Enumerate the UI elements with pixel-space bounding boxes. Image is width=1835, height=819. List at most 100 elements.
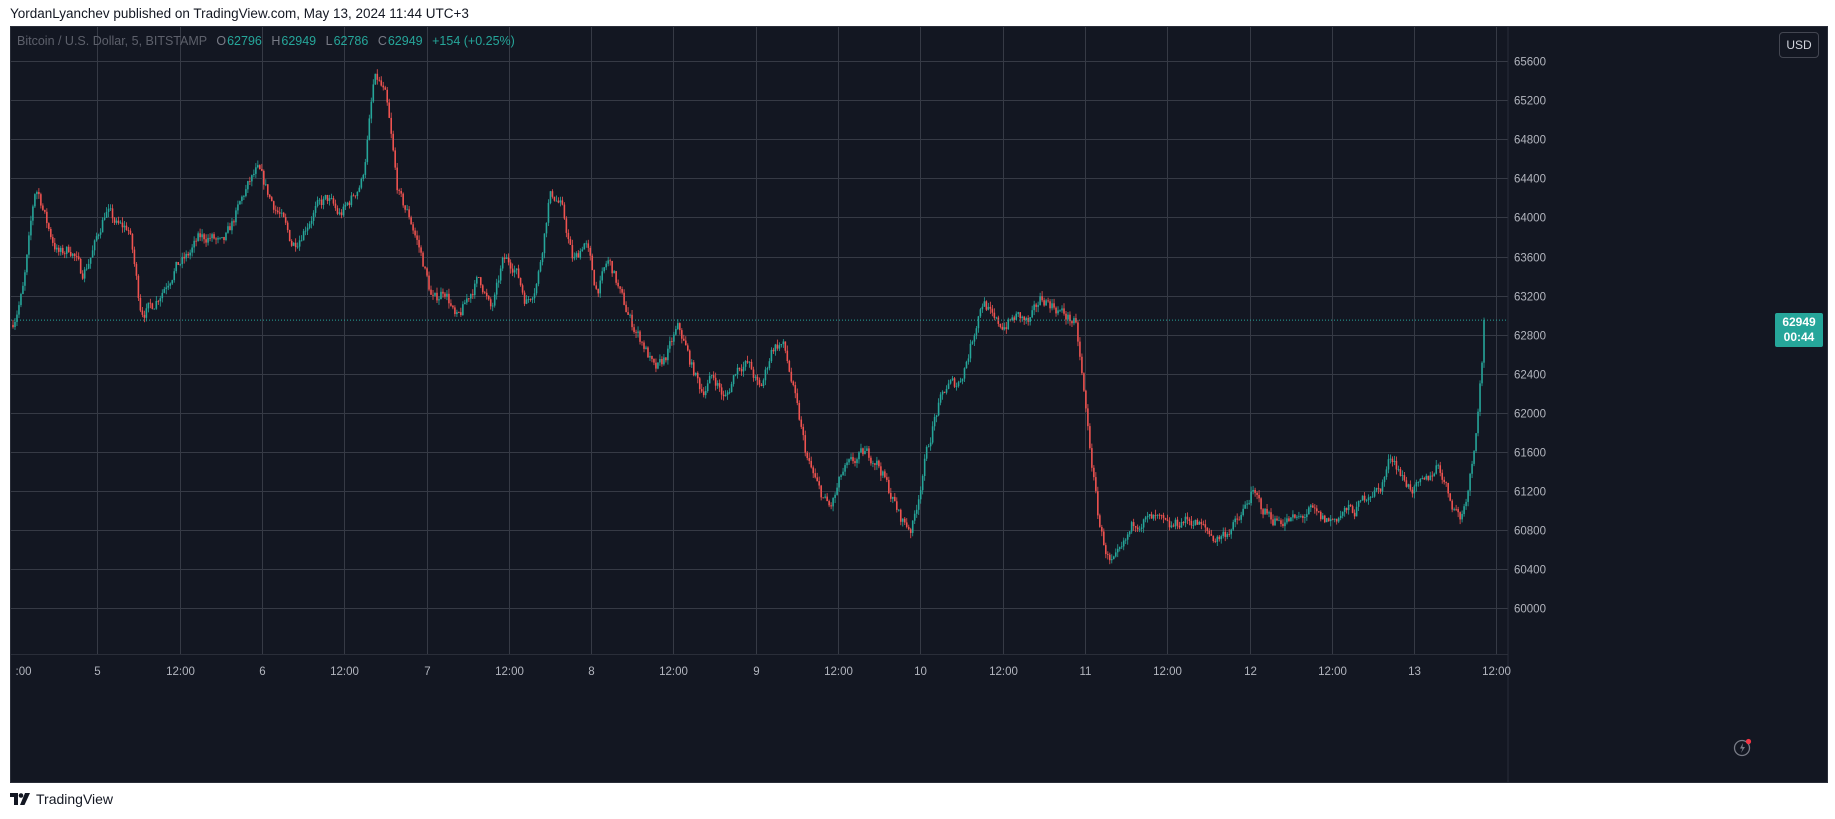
candle-body <box>896 501 898 510</box>
candle-body <box>611 261 613 274</box>
candle-body <box>91 250 94 258</box>
candle-body <box>330 198 333 199</box>
candle-body <box>195 240 197 242</box>
candle-body <box>1391 458 1394 462</box>
candle-body <box>858 452 860 460</box>
candle-body <box>1160 514 1163 516</box>
candle-body <box>1395 460 1398 470</box>
candle-body <box>1230 529 1233 535</box>
candle-body <box>890 492 892 499</box>
candle-body <box>531 298 534 300</box>
candle-body <box>48 223 50 229</box>
candle-body <box>203 234 205 240</box>
candle-body <box>370 101 373 119</box>
candle-body <box>613 271 615 274</box>
chart-panel[interactable]: 60000 60400 60800 61200 61600 62000 62400 62800… <box>10 26 1828 783</box>
candle-body <box>1238 519 1240 521</box>
candle-body <box>969 343 972 359</box>
x-tick-label: 12:00 <box>330 666 359 678</box>
candle-body <box>219 237 221 239</box>
candle-body <box>1134 526 1137 528</box>
candle-body <box>1053 303 1055 308</box>
candle-body <box>700 389 703 392</box>
candle-body <box>211 234 213 239</box>
candle-body <box>553 196 556 201</box>
candle-body <box>1110 559 1113 561</box>
candle-body <box>61 247 64 254</box>
candle-body <box>870 457 872 464</box>
candle-body <box>549 191 552 203</box>
candle-body <box>1051 303 1053 309</box>
x-tick-label: 7 <box>424 666 430 678</box>
x-tick-label: 13 <box>1408 666 1421 678</box>
candle-body <box>822 497 824 499</box>
candle-body <box>247 181 249 190</box>
candle-body <box>1477 411 1479 434</box>
candle-body <box>812 467 814 474</box>
candle-body <box>603 267 605 272</box>
symbol-title[interactable]: Bitcoin / U.S. Dollar, 5, BITSTAMP <box>17 34 207 48</box>
last-price-value: 62949 <box>1782 315 1816 329</box>
candle-body <box>450 303 452 306</box>
x-tick-label: 12:00 <box>166 666 195 678</box>
candle-body <box>300 240 303 242</box>
candle-body <box>175 262 178 272</box>
candle-body <box>816 477 818 482</box>
candle-body <box>284 217 287 223</box>
candle-body <box>639 331 641 342</box>
candle-body <box>1097 491 1099 516</box>
candle-body <box>860 448 862 453</box>
candle-body <box>1377 487 1380 489</box>
candle-body <box>1105 545 1107 555</box>
candle-body <box>607 260 609 264</box>
candle-body <box>32 206 34 221</box>
candle-body <box>1363 495 1366 501</box>
candle-body <box>364 162 367 175</box>
candle-body <box>328 198 331 201</box>
candle-body <box>42 205 44 210</box>
candle-body <box>710 375 713 376</box>
candle-body <box>332 198 335 204</box>
candle-body <box>1017 312 1020 314</box>
x-tick-label: 12:00 <box>1153 666 1182 678</box>
candle-body <box>782 341 785 344</box>
candle-body <box>253 173 255 175</box>
candle-body <box>633 327 635 332</box>
candle-body <box>1415 482 1418 487</box>
candle-body <box>366 139 369 163</box>
candle-body <box>1244 504 1246 509</box>
candle-body <box>1021 316 1023 319</box>
candle-body <box>97 234 100 237</box>
candle-body <box>1095 477 1097 492</box>
flash-icon[interactable] <box>1733 737 1753 757</box>
candle-body <box>862 448 864 455</box>
candle-body <box>698 378 701 390</box>
candle-body <box>1250 491 1252 503</box>
candle-body <box>1232 522 1234 530</box>
candle-body <box>943 391 946 393</box>
candle-body <box>975 328 978 336</box>
candle-body <box>147 302 150 309</box>
candle-body <box>1284 522 1286 527</box>
candle-body <box>173 271 176 281</box>
candle-body <box>527 299 530 300</box>
candle-body <box>1419 479 1422 483</box>
tradingview-branding[interactable]: TradingView <box>10 791 113 807</box>
candle-body <box>376 73 379 80</box>
candle-body <box>766 368 769 370</box>
candlestick-chart[interactable]: 60000 60400 60800 61200 61600 62000 62400 62800… <box>11 27 1828 783</box>
candle-body <box>448 293 450 304</box>
candle-body <box>324 195 327 199</box>
x-tick-label: 12:00 <box>1482 666 1511 678</box>
candle-body <box>217 238 219 240</box>
candle-body <box>1210 534 1213 536</box>
candle-body <box>925 447 928 459</box>
candle-body <box>163 289 166 293</box>
candle-body <box>368 118 371 140</box>
currency-button[interactable]: USD <box>1779 32 1819 58</box>
candle-body <box>1214 541 1217 542</box>
candle-body <box>428 275 430 290</box>
candle-body <box>1393 460 1396 462</box>
candle-body <box>884 471 886 478</box>
candle-body <box>770 349 773 362</box>
